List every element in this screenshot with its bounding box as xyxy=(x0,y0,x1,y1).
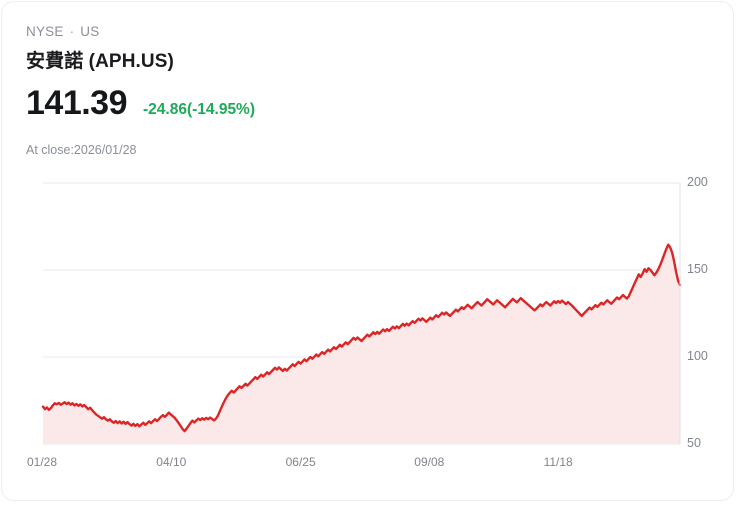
price-line xyxy=(41,243,682,433)
page-title: 安費諾 (APH.US) xyxy=(26,51,174,72)
x-axis-tick-label: 09/08 xyxy=(414,455,445,469)
x-axis-tick-label: 04/10 xyxy=(156,455,187,469)
y-axis-tick-label: 100 xyxy=(687,349,708,363)
price-row: 141.39 -24.86(-14.95%) xyxy=(26,86,255,120)
price-chart-svg[interactable] xyxy=(2,167,734,477)
exchange-region-row: NYSE · US xyxy=(26,24,99,39)
exchange-separator: · xyxy=(69,24,75,39)
x-axis-tick-label: 11/18 xyxy=(543,455,573,469)
stock-quote-card: NYSE · US 安費諾 (APH.US) 141.39 -24.86(-14.9… xyxy=(1,1,734,501)
y-axis-tick-label: 200 xyxy=(687,175,708,189)
y-axis-tick-label: 50 xyxy=(687,436,701,450)
price-change: -24.86(-14.95%) xyxy=(143,101,256,118)
exchange-label: NYSE xyxy=(26,24,64,39)
last-price: 141.39 xyxy=(26,84,128,122)
price-area-fill xyxy=(43,244,680,444)
x-axis-tick-label: 06/25 xyxy=(285,455,316,469)
at-close-timestamp: At close:2026/01/28 xyxy=(26,143,137,157)
y-axis-tick-label: 150 xyxy=(687,262,708,276)
price-chart[interactable]: 200 150 100 50 01/28 04/10 06/25 09/08 11/18 xyxy=(2,167,734,477)
x-axis-tick-label: 01/28 xyxy=(27,455,58,469)
region-label: US xyxy=(80,24,100,39)
